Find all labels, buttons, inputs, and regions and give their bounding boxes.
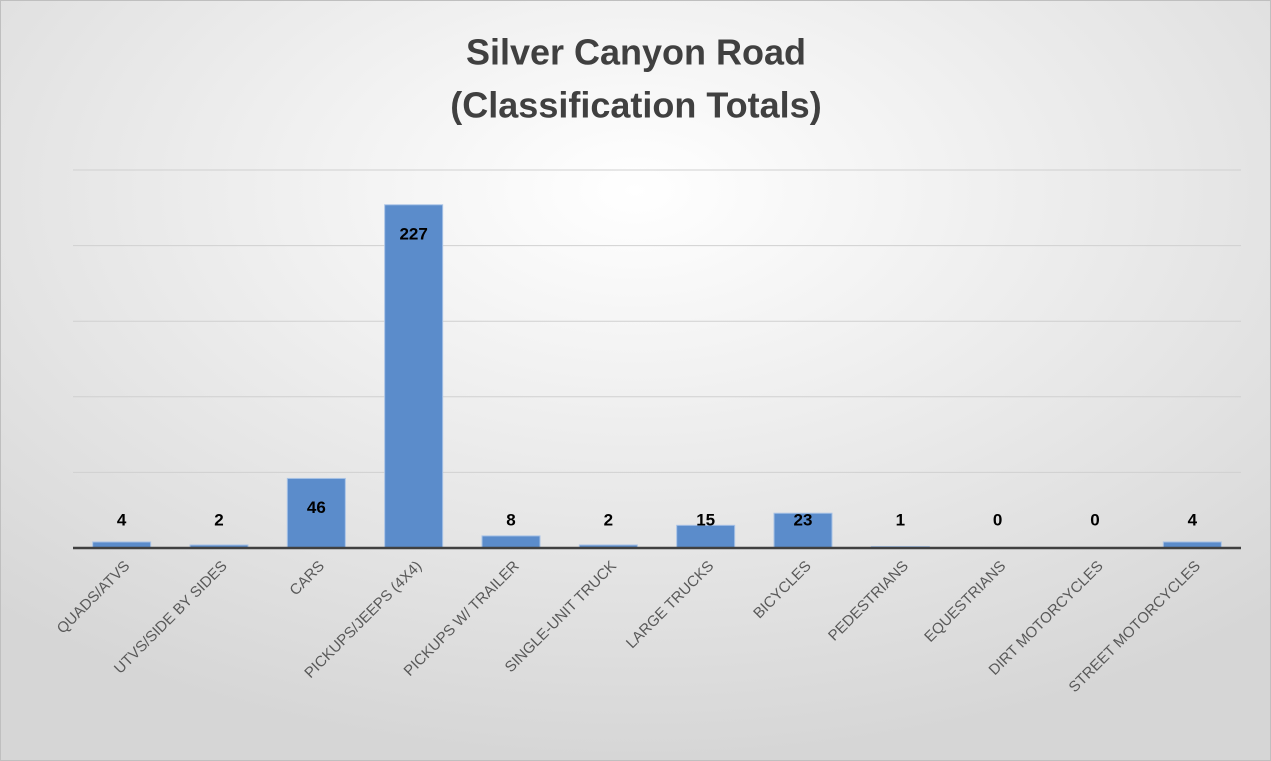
- data-label: 0: [993, 510, 1002, 529]
- data-label: 4: [117, 510, 127, 529]
- data-label: 1: [896, 510, 905, 529]
- data-label: 2: [604, 510, 613, 529]
- data-label: 15: [696, 510, 715, 529]
- data-label: 0: [1090, 510, 1099, 529]
- bar: [773, 512, 833, 549]
- data-label: 46: [307, 498, 326, 517]
- bar: [384, 204, 444, 549]
- data-label: 2: [214, 510, 223, 529]
- chart-title: (Classification Totals): [450, 85, 821, 126]
- data-label: 8: [506, 510, 515, 529]
- data-label: 4: [1188, 510, 1198, 529]
- bar: [286, 477, 346, 549]
- data-label: 227: [399, 224, 427, 243]
- data-label: 23: [794, 510, 813, 529]
- bar: [481, 535, 541, 549]
- chart-title: Silver Canyon Road: [466, 32, 806, 73]
